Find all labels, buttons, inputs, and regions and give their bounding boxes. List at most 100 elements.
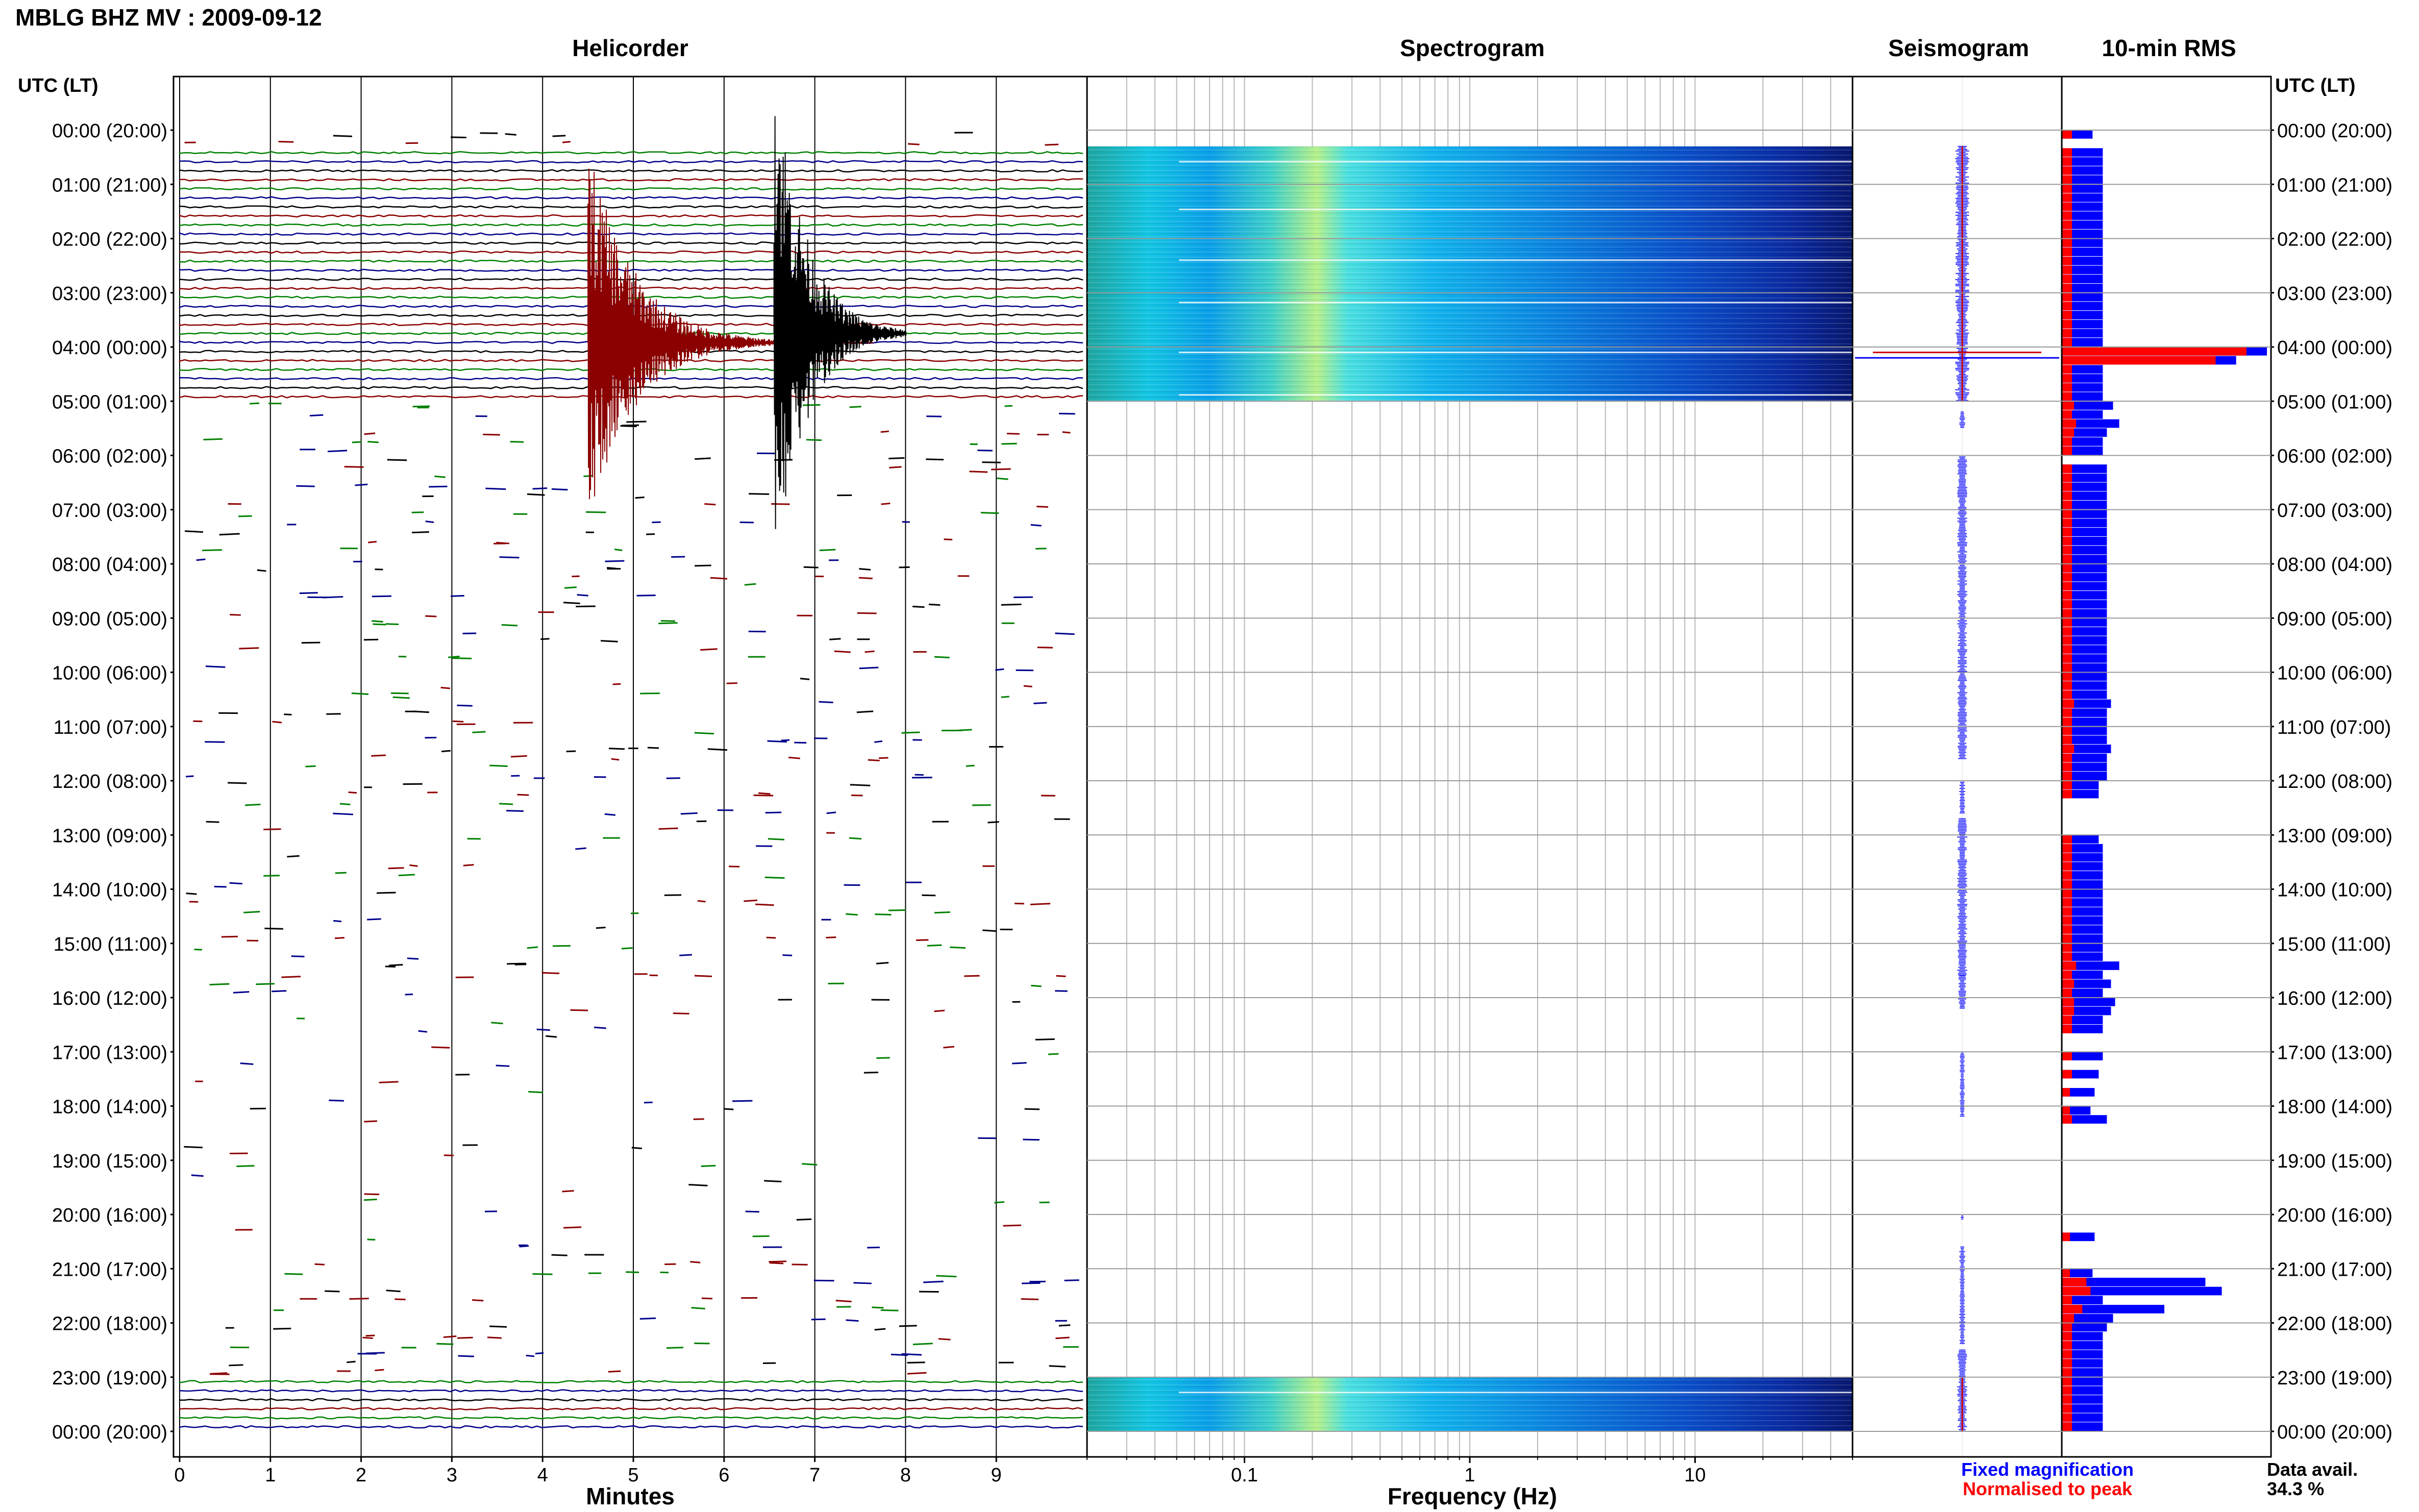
helicorder-segment [901,731,920,734]
rms-bar-fixed [2062,627,2107,636]
helicorder-trace [179,295,1083,299]
helicorder-segment [851,794,863,797]
rms-bar-normalised [2062,772,2072,780]
rms-bar-fixed [2062,528,2107,536]
helicorder-segment [443,1335,457,1338]
rms-bar-normalised [2062,311,2072,319]
helicorder-segment [463,864,474,866]
helicorder-segment [764,876,785,879]
helicorder-trace [179,305,1083,308]
helicorder-segment [901,1353,922,1356]
rms-bar-normalised [2062,753,2072,762]
rms-bar-normalised [2062,229,2072,238]
left-axis-header: UTC (LT) [18,75,98,96]
helicorder-segment [614,549,623,551]
helicorder-segment [196,558,206,561]
helicorder-segment [185,530,203,533]
helicorder-segment [462,632,477,634]
frequency-tick-label: 10 [1684,1465,1706,1486]
time-label-right: 14:00 (10:00) [2277,880,2392,901]
helicorder-segment [452,657,472,660]
rms-bar-fixed [2062,636,2107,645]
rms-bar-normalised [2062,618,2072,627]
helicorder-segment [527,946,538,949]
helicorder-trace [179,250,1083,254]
time-label-left: 11:00 (07:00) [54,717,167,738]
helicorder-segment [405,993,413,996]
helicorder-segment [758,792,771,795]
helicorder-segment [526,1354,535,1357]
helicorder-segment [431,1046,450,1049]
helicorder-segment [413,710,429,713]
helicorder-segment [850,784,871,786]
helicorder-segment [834,650,851,653]
helicorder-segment [835,1300,852,1303]
time-label-left: 06:00 (02:00) [52,446,167,467]
rms-bar-normalised [2062,175,2072,184]
helicorder-segment [1064,1279,1079,1281]
rms-bar-normalised [2062,401,2075,410]
rms-bar-normalised [2062,699,2075,708]
helicorder-segment [532,487,548,490]
helicorder-segment [859,666,879,670]
helicorder-segment [372,595,391,598]
rms-bar-normalised [2062,528,2072,536]
helicorder-segment [664,894,682,896]
time-label-left: 19:00 (15:00) [52,1151,167,1172]
time-label-left: 14:00 (10:00) [52,880,167,901]
helicorder-segment [856,710,874,713]
time-label-left: 12:00 (08:00) [52,771,167,792]
helicorder-segment [510,440,524,443]
helicorder-segment [695,457,711,460]
helicorder-segment [388,867,404,870]
helicorder-segment [364,432,376,435]
helicorder-segment [1031,984,1042,987]
helicorder-segment [385,965,396,968]
rms-bar-fixed [2062,1323,2107,1332]
rms-bar-fixed [2062,645,2107,654]
rms-bar-fixed [2062,1286,2222,1296]
helicorder-segment [876,962,889,964]
spectrogram-texture [1087,146,1853,402]
rms-bar-fixed [2062,491,2107,501]
page-title: MBLG BHZ MV : 2009-09-12 [15,4,322,31]
helicorder-segment [1023,1138,1040,1141]
helicorder-segment [826,936,836,939]
helicorder-segment [291,955,305,958]
rms-bar-normalised [2062,1413,2072,1422]
helicorder-segment [487,1336,502,1339]
rms-bar-normalised [2062,374,2072,383]
rms-bar-normalised [2062,1368,2072,1377]
rms-bar-normalised [2062,898,2072,907]
helicorder-segment [496,541,510,544]
helicorder-segment [351,692,369,695]
helicorder-segment [697,900,706,903]
helicorder-segment [782,954,793,956]
helicorder-segment [546,1035,557,1038]
time-label-right: 16:00 (12:00) [2277,988,2392,1009]
helicorder-segment [186,893,197,895]
rms-bar-normalised [2062,1350,2072,1359]
rms-bar-normalised [2062,1404,2072,1413]
helicorder-segment [927,944,942,947]
helicorder-trace [179,178,1083,182]
rms-bar-normalised [2062,1422,2072,1431]
helicorder-segment [184,1146,203,1149]
rms-bar-fixed [2062,573,2107,582]
time-label-right: 07:00 (03:00) [2277,500,2392,522]
spectrogram-texture [1087,1377,1853,1431]
time-label-left: 00:00 (20:00) [52,1422,167,1443]
time-label-right: 13:00 (09:00) [2277,825,2392,847]
helicorder-segment [564,586,577,589]
helicorder-segment [219,533,240,536]
helicorder-segment [865,650,875,653]
rms-bar-fixed [2062,726,2107,735]
helicorder-segment [434,475,446,478]
minute-tick-label: 4 [537,1465,548,1486]
helicorder-segment [753,794,774,797]
rms-bar-normalised [2062,916,2072,925]
rms-bar-normalised [2062,1277,2087,1286]
rms-bar-normalised [2062,564,2072,573]
helicorder-segment [364,1193,380,1196]
rms-bar-fixed [2062,401,2113,410]
